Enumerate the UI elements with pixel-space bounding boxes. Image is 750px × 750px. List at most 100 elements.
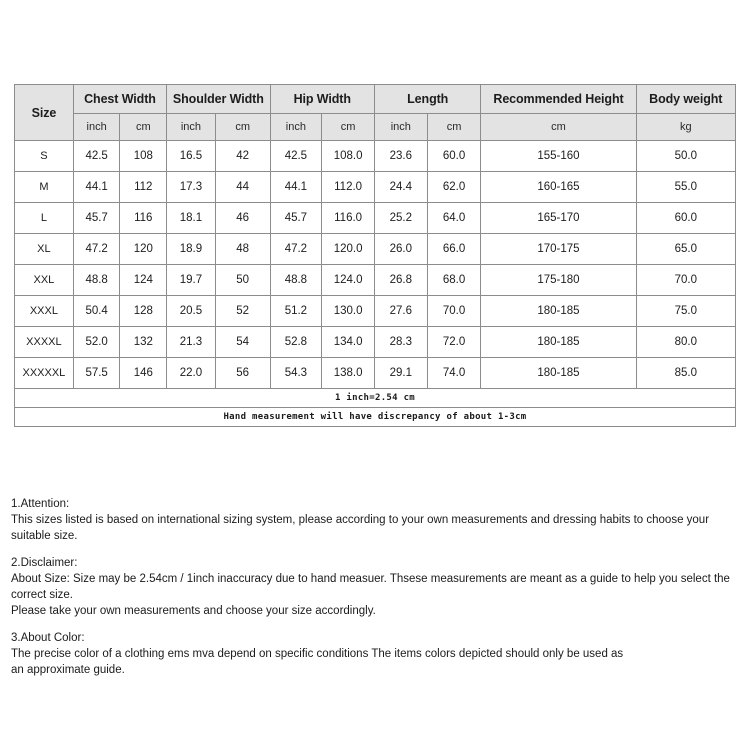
table-body: S 42.5 108 16.5 42 42.5 108.0 23.6 60.0 155-160 50… [14,140,737,389]
cell-weight-kg: 85.0 [635,357,737,389]
note-attention: 1.Attention: This sizes listed is based … [11,496,741,544]
table-row: XXXXXL 57.5 146 22.0 56 54.3 138.0 29.1 74.0 180-… [14,357,737,389]
header-body-weight: Body weight [635,84,737,114]
cell-size: XXXXL [14,326,74,358]
cell-shoulder-inch: 19.7 [166,264,216,296]
cell-weight-kg: 55.0 [635,171,737,203]
note-disclaimer-title: 2.Disclaimer: [11,557,78,569]
cell-size: XL [14,233,74,265]
cell-chest-cm: 128 [119,295,168,327]
cell-chest-cm: 116 [119,202,168,234]
unit-height-cm: cm [480,113,637,141]
cell-shoulder-cm: 52 [214,295,271,327]
cell-weight-kg: 70.0 [635,264,737,296]
table-row: XXXL 50.4 128 20.5 52 51.2 130.0 27.6 70.0 180-18… [14,295,737,327]
header-chest-width: Chest Width [72,84,168,114]
unit-shoulder-cm: cm [214,113,271,141]
cell-shoulder-cm: 44 [214,171,271,203]
cell-hip-inch: 54.3 [269,357,323,389]
footer-row-conversion: 1 inch=2.54 cm [14,388,736,408]
cell-length-cm: 62.0 [426,171,482,203]
header-unit-row: inch cm inch cm inch cm inch cm cm kg [15,113,737,141]
cell-length-cm: 68.0 [426,264,482,296]
cell-length-inch: 29.1 [373,357,428,389]
table-row: M 44.1 112 17.3 44 44.1 112.0 24.4 62.0 160-165 55… [14,171,737,203]
note-attention-line-1: This sizes listed is based on internatio… [11,514,710,542]
header-group-row: Size Chest Width Shoulder Width Hip Widt… [14,84,737,141]
cell-shoulder-cm: 42 [214,140,271,172]
size-chart-table: Size Chest Width Shoulder Width Hip Widt… [14,84,737,427]
unit-hip-cm: cm [321,113,375,141]
cell-chest-cm: 120 [119,233,168,265]
cell-chest-inch: 50.4 [72,295,121,327]
cell-hip-cm: 130.0 [321,295,375,327]
cell-weight-kg: 75.0 [635,295,737,327]
cell-height-cm: 170-175 [480,233,637,265]
cell-hip-inch: 44.1 [269,171,323,203]
note-attention-title: 1.Attention: [11,498,70,510]
header-length: Length [373,84,482,114]
footer-inch-conversion: 1 inch=2.54 cm [14,388,736,408]
unit-weight-kg: kg [635,113,737,141]
cell-chest-cm: 108 [119,140,168,172]
cell-hip-cm: 108.0 [321,140,375,172]
cell-height-cm: 180-185 [480,326,637,358]
cell-size: S [14,140,74,172]
cell-chest-inch: 42.5 [72,140,121,172]
cell-weight-kg: 80.0 [635,326,737,358]
cell-hip-inch: 48.8 [269,264,323,296]
unit-chest-inch: inch [72,113,121,141]
cell-shoulder-inch: 20.5 [166,295,216,327]
cell-chest-inch: 45.7 [72,202,121,234]
cell-chest-cm: 146 [119,357,168,389]
header-size: Size [14,84,74,141]
note-disclaimer: 2.Disclaimer: About Size: Size may be 2.… [11,555,741,619]
cell-height-cm: 175-180 [480,264,637,296]
header-shoulder-width: Shoulder Width [166,84,271,114]
cell-shoulder-inch: 16.5 [166,140,216,172]
footer-hand-measurement: Hand measurement will have discrepancy o… [14,407,736,427]
cell-length-inch: 28.3 [373,326,428,358]
cell-shoulder-inch: 22.0 [166,357,216,389]
cell-shoulder-inch: 18.9 [166,233,216,265]
cell-hip-cm: 138.0 [321,357,375,389]
cell-length-inch: 27.6 [373,295,428,327]
unit-length-cm: cm [426,113,482,141]
cell-hip-cm: 112.0 [321,171,375,203]
cell-size: L [14,202,74,234]
unit-length-inch: inch [373,113,428,141]
cell-hip-cm: 116.0 [321,202,375,234]
cell-size: XXL [14,264,74,296]
cell-height-cm: 180-185 [480,357,637,389]
cell-hip-inch: 51.2 [269,295,323,327]
cell-size: M [14,171,74,203]
cell-shoulder-cm: 48 [214,233,271,265]
cell-weight-kg: 60.0 [635,202,737,234]
cell-length-inch: 25.2 [373,202,428,234]
cell-shoulder-inch: 21.3 [166,326,216,358]
cell-length-cm: 60.0 [426,140,482,172]
cell-shoulder-cm: 50 [214,264,271,296]
cell-size: XXXXXL [14,357,74,389]
cell-chest-cm: 132 [119,326,168,358]
table-row: XXL 48.8 124 19.7 50 48.8 124.0 26.8 68.0 175-180… [14,264,737,296]
cell-hip-inch: 45.7 [269,202,323,234]
cell-chest-cm: 112 [119,171,168,203]
cell-hip-cm: 120.0 [321,233,375,265]
cell-length-inch: 24.4 [373,171,428,203]
table-row: L 45.7 116 18.1 46 45.7 116.0 25.2 64.0 165-170 60… [14,202,737,234]
cell-shoulder-cm: 56 [214,357,271,389]
note-about-color-line-1: The precise color of a clothing ems mva … [11,648,624,660]
cell-height-cm: 165-170 [480,202,637,234]
note-about-color-title: 3.About Color: [11,632,85,644]
cell-weight-kg: 50.0 [635,140,737,172]
cell-length-cm: 64.0 [426,202,482,234]
cell-length-inch: 26.8 [373,264,428,296]
header-recommended-height: Recommended Height [480,84,637,114]
cell-size: XXXL [14,295,74,327]
header-hip-width: Hip Width [269,84,375,114]
size-chart-container: Size Chest Width Shoulder Width Hip Widt… [14,84,737,427]
cell-chest-inch: 48.8 [72,264,121,296]
table-header: Size Chest Width Shoulder Width Hip Widt… [14,84,737,141]
table-row: XXXXL 52.0 132 21.3 54 52.8 134.0 28.3 72.0 180-1… [14,326,737,358]
